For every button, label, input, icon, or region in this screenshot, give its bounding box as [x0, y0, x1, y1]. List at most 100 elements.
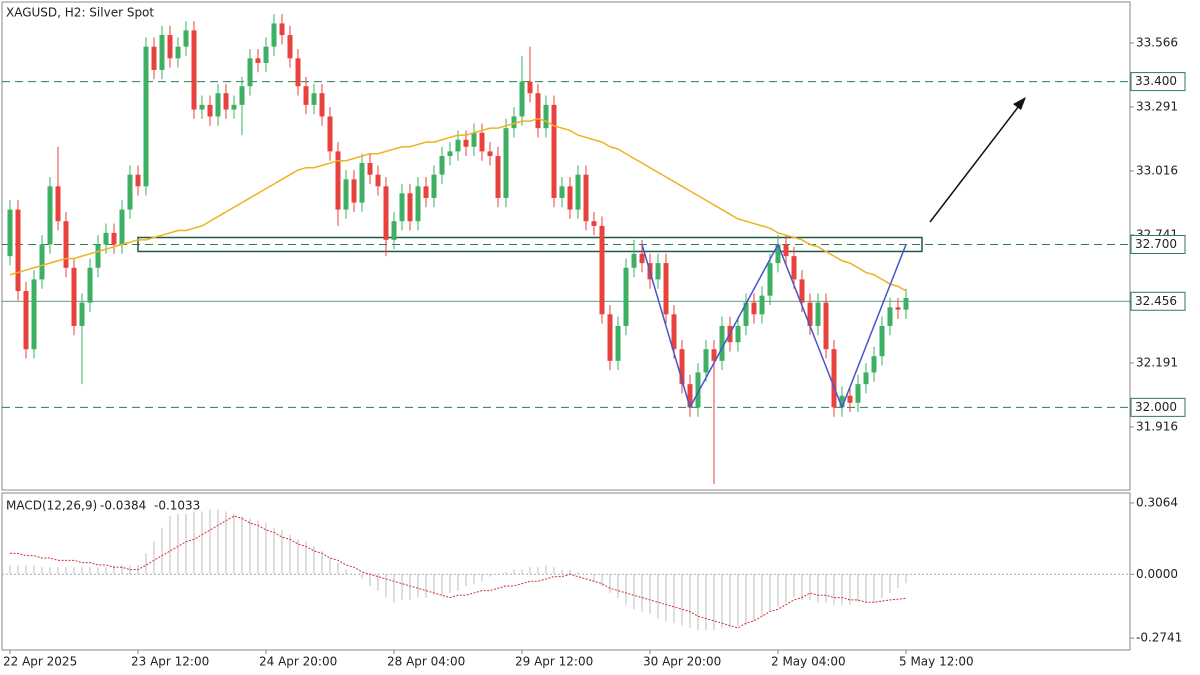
candle-body [687, 384, 693, 408]
candle-body [71, 267, 77, 326]
moving-average [9, 118, 907, 292]
candle-body [439, 156, 445, 175]
candle-body [383, 186, 389, 240]
candle-body [743, 302, 749, 326]
y-tick-label: 33.016 [1136, 163, 1178, 177]
candle-body [559, 186, 565, 198]
candle-body [575, 174, 581, 210]
y-tick-label: 33.566 [1136, 35, 1178, 49]
candle-body [31, 279, 37, 350]
candle-body [191, 30, 197, 110]
candle-body [591, 221, 597, 226]
candle-body [335, 151, 341, 210]
candle-body [311, 93, 317, 105]
y-tick-label: 33.291 [1136, 99, 1178, 113]
candle-body [655, 263, 661, 280]
x-tick-label: 23 Apr 12:00 [131, 655, 209, 669]
x-tick-label: 30 Apr 20:00 [643, 655, 721, 669]
candle-body [807, 302, 813, 326]
pattern-line [641, 242, 907, 410]
candle-body [359, 163, 365, 203]
candle-body [7, 209, 13, 257]
indicator-signal-value: -0.1033 [154, 499, 200, 513]
candle-body [231, 104, 237, 110]
candle-body [679, 349, 685, 385]
candle-body [463, 139, 469, 147]
candle-body [503, 128, 509, 198]
candle-body [55, 186, 61, 222]
macd-panel [1, 492, 1131, 651]
current-price-box [1130, 291, 1186, 311]
candle-body [279, 23, 285, 36]
candle-body [167, 35, 173, 59]
candle-body [175, 46, 181, 59]
candle-body [247, 58, 253, 87]
candle-body [143, 46, 149, 187]
candle-body [23, 291, 29, 350]
candle-body [375, 174, 381, 187]
candle-body [751, 302, 757, 315]
candle-body [903, 298, 909, 310]
candle-body [215, 93, 221, 117]
arrow-head [1013, 97, 1026, 110]
candle-body [223, 93, 229, 110]
x-tick-label: 24 Apr 20:00 [259, 655, 337, 669]
candle-body [239, 86, 245, 105]
candle-body [415, 186, 421, 222]
candle-body [543, 104, 549, 129]
candle-body [615, 325, 621, 361]
candle-body [759, 295, 765, 315]
candle-body [663, 263, 669, 315]
candle-body [799, 279, 805, 303]
level-label-box [1130, 397, 1186, 417]
x-tick-label: 2 May 04:00 [771, 655, 846, 669]
candle-body [487, 151, 493, 157]
x-tick-label: 28 Apr 04:00 [387, 655, 465, 669]
chart-title: XAGUSD, H2: Silver Spot [6, 6, 154, 20]
candle-body [295, 58, 301, 87]
candle-body [887, 307, 893, 326]
candle-body [527, 81, 533, 94]
candle-body [847, 395, 853, 403]
candle-body [895, 307, 901, 310]
candle-body [567, 186, 573, 210]
macd-tick-label: -0.2741 [1136, 631, 1182, 645]
candle-body [119, 209, 125, 245]
candle-body [431, 174, 437, 198]
candle-body [623, 267, 629, 326]
candle-body [343, 179, 349, 210]
candle-body [127, 174, 133, 210]
x-tick-label: 5 May 12:00 [899, 655, 974, 669]
candle-body [871, 356, 877, 373]
candle-body [863, 372, 869, 385]
macd-signal [10, 515, 907, 629]
candle-body [607, 314, 613, 361]
candle-body [695, 372, 701, 408]
candle-body [447, 151, 453, 157]
candle-body [423, 186, 429, 198]
level-label: 32.700 [1135, 237, 1177, 251]
candle-body [95, 244, 101, 268]
candle-body [327, 116, 333, 152]
level-label: 32.000 [1135, 400, 1177, 414]
candle-body [879, 325, 885, 357]
candle-body [631, 253, 637, 268]
level-label: 33.400 [1135, 74, 1177, 88]
candle-body [511, 116, 517, 129]
candle-body [407, 193, 413, 222]
candle-body [583, 174, 589, 222]
y-tick-label: 32.191 [1136, 355, 1178, 369]
candle-body [471, 132, 477, 147]
candle-body [47, 186, 53, 245]
candle-body [271, 23, 277, 47]
candle-body [735, 325, 741, 343]
candle-body [103, 232, 109, 245]
candle-body [159, 35, 165, 70]
candle-body [303, 86, 309, 105]
macd-tick-label: 0.0000 [1136, 567, 1178, 581]
candle-body [855, 384, 861, 403]
candle-body [519, 81, 525, 117]
candle-body [87, 267, 93, 303]
level-label-box [1130, 72, 1186, 92]
candle-body [455, 139, 461, 152]
